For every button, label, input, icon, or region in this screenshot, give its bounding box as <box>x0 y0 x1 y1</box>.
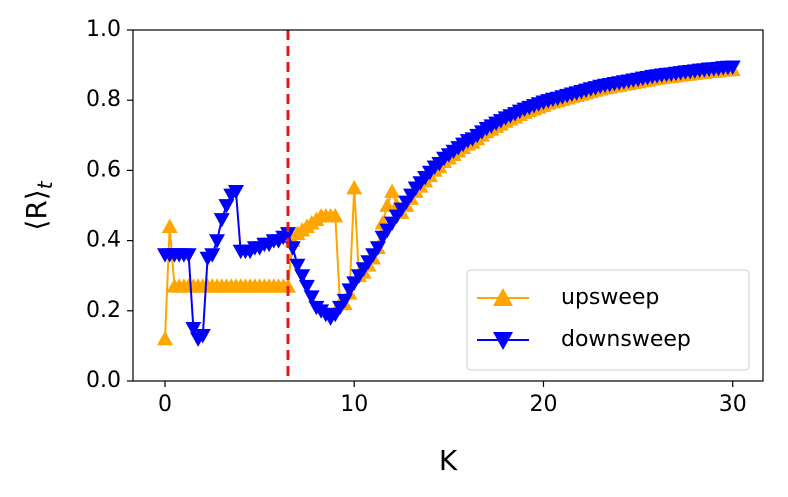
y-tick-label: 0.0 <box>86 368 121 393</box>
legend-label: upsweep <box>561 285 659 310</box>
marker <box>180 248 197 263</box>
marker <box>156 330 173 346</box>
marker <box>346 179 363 195</box>
marker <box>213 213 230 228</box>
marker <box>279 278 296 293</box>
y-tick-label: 0.8 <box>86 87 121 112</box>
legend-label: downsweep <box>561 327 691 352</box>
y-tick-label: 0.4 <box>86 228 121 253</box>
y-tick-label: 1.0 <box>86 17 121 42</box>
marker <box>336 293 353 309</box>
marker <box>724 60 741 75</box>
marker <box>298 279 315 295</box>
x-tick-label: 30 <box>719 392 747 417</box>
legend-marker <box>493 332 513 350</box>
x-tick-label: 10 <box>340 392 368 417</box>
marker <box>194 328 211 344</box>
marker <box>327 208 344 223</box>
legend <box>466 269 750 371</box>
marker <box>303 290 320 305</box>
marker <box>209 234 226 249</box>
marker <box>294 269 311 284</box>
marker <box>185 321 202 337</box>
y-axis-label-main: ⟨R⟩ <box>20 189 53 230</box>
x-axis-label: K <box>439 444 458 477</box>
y-axis-label: ⟨R⟩t <box>20 180 57 230</box>
marker <box>279 227 296 242</box>
marker <box>384 183 401 198</box>
y-tick-label: 0.2 <box>86 298 121 323</box>
y-axis-label-sub: t <box>33 180 57 189</box>
marker <box>218 199 235 214</box>
x-tick-label: 0 <box>158 392 172 417</box>
plot-frame <box>132 29 764 382</box>
marker <box>227 185 244 200</box>
marker <box>204 248 221 263</box>
marker <box>289 258 306 274</box>
marker <box>369 241 386 256</box>
marker <box>161 218 178 233</box>
x-tick-label: 20 <box>529 392 557 417</box>
y-tick-label: 0.6 <box>86 157 121 182</box>
legend-marker <box>493 288 513 306</box>
